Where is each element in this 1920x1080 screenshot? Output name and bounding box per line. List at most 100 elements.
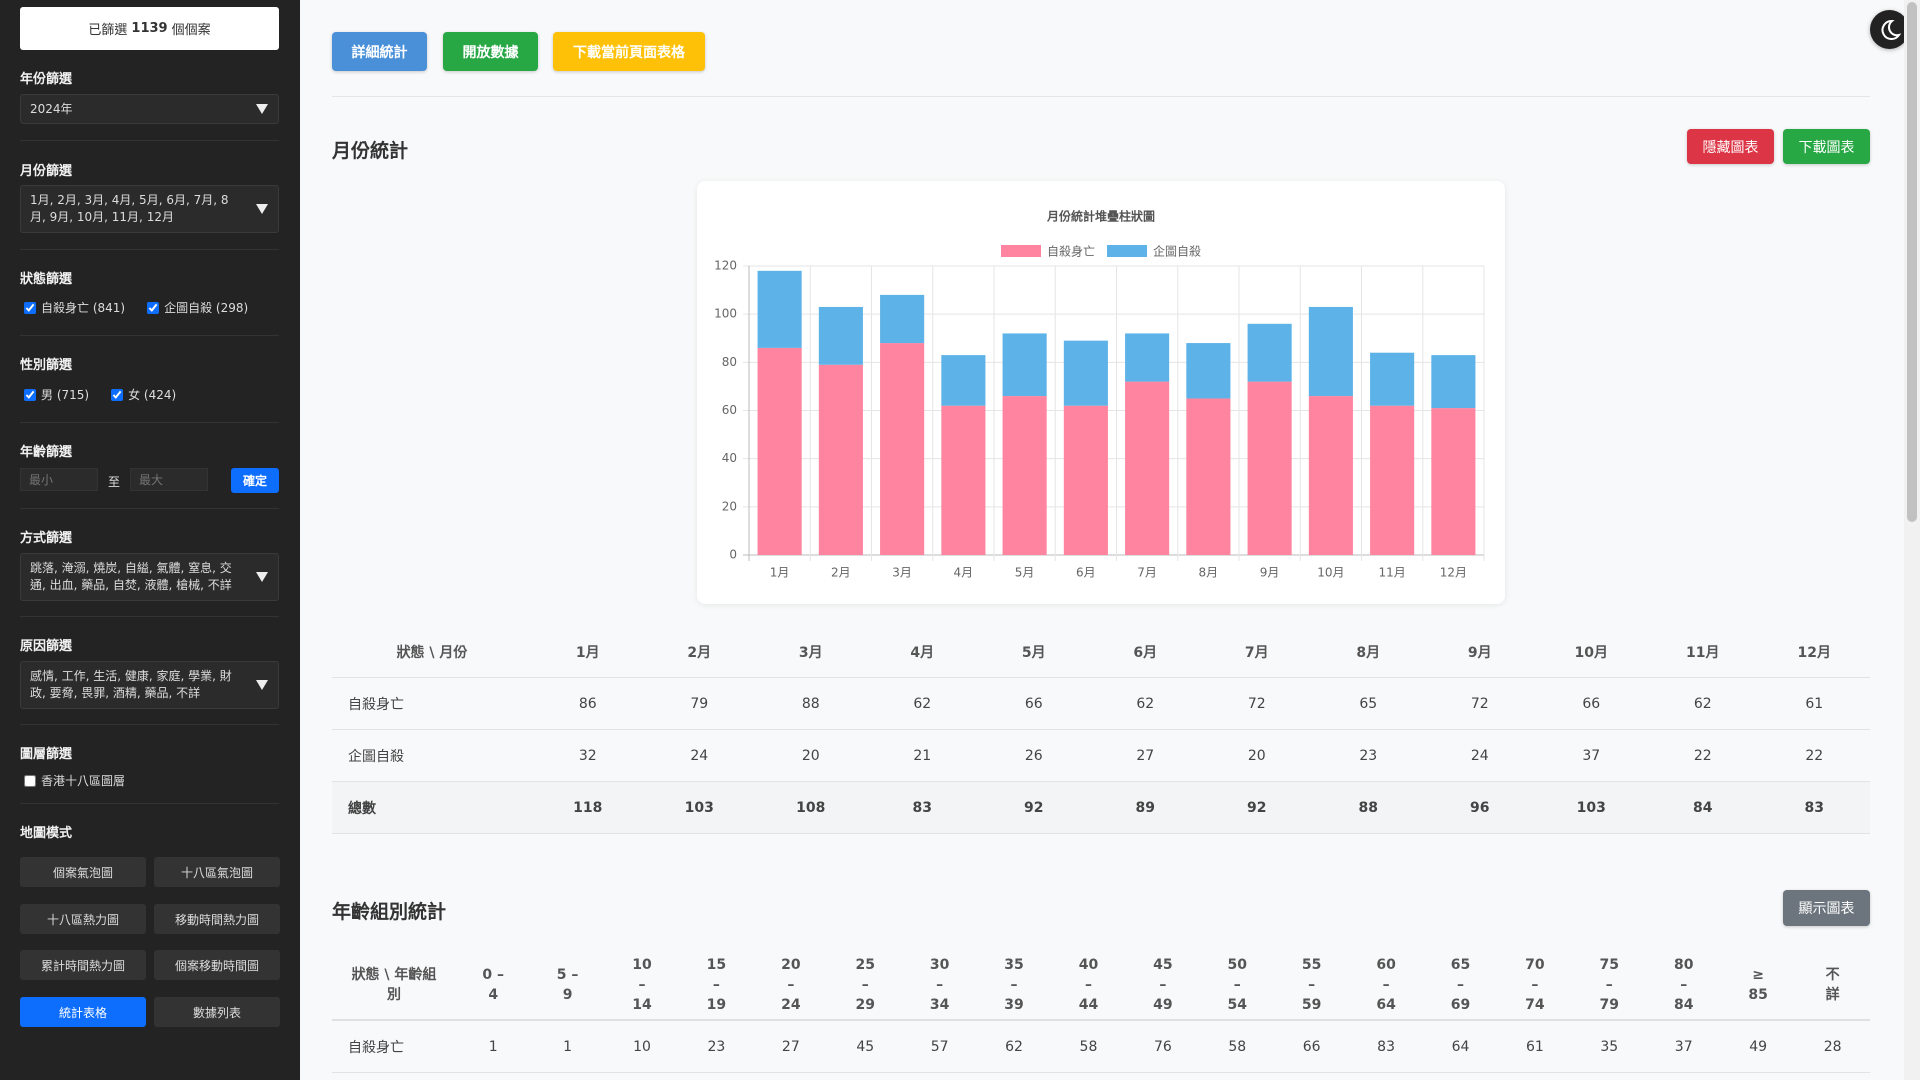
table-cell: 72	[1201, 677, 1313, 730]
month-select[interactable]: 1月, 2月, 3月, 4月, 5月, 6月, 7月, 8月, 9月, 10月,…	[20, 185, 279, 233]
divider	[20, 422, 279, 423]
method-select[interactable]: 跳落, 淹溺, 燒炭, 自縊, 氣體, 窒息, 交通, 出血, 藥品, 自焚, …	[20, 553, 279, 601]
bar-segment	[1002, 333, 1047, 397]
table-cell: 72	[1424, 677, 1536, 730]
table-corner: 狀態 \ 年齡組別	[332, 951, 456, 1021]
x-tick-label: 10月	[1317, 566, 1344, 580]
age-min-input[interactable]	[20, 468, 98, 491]
scrollbar-thumb[interactable]	[1907, 2, 1917, 522]
table-cell: 49	[1720, 1020, 1796, 1073]
legend-label: 企圖自殺	[1153, 244, 1201, 259]
status-checkbox[interactable]	[147, 301, 160, 314]
column-header: 7月	[1201, 626, 1313, 678]
age-title: 年齡組別統計	[332, 901, 447, 923]
table-cell: 21	[866, 729, 978, 782]
total-row: 總數 118 103 108 83 92 89 92 88 96 103 84 83	[332, 781, 1870, 834]
map-mode-button[interactable]: 十八區熱力圖	[20, 904, 146, 934]
x-tick-label: 6月	[1076, 566, 1096, 580]
layer-checkbox[interactable]	[24, 774, 36, 787]
row-label: 總數	[332, 781, 532, 834]
detail-stats-button[interactable]: 詳細統計	[332, 32, 427, 71]
bar-segment	[1247, 323, 1292, 382]
bar-segment	[941, 405, 986, 555]
download-table-button[interactable]: 下載當前頁面表格	[553, 32, 705, 71]
table-cell: 57	[902, 1020, 977, 1073]
scrollbar[interactable]	[1904, 0, 1920, 1080]
column-header: 12月	[1758, 626, 1870, 678]
status-options: 自殺身亡 (841) 企圖自殺 (298)	[24, 299, 248, 316]
status-checkbox[interactable]	[24, 301, 36, 314]
table-cell: 83	[1348, 1020, 1424, 1073]
sidebar: 已篩選 1139 個個案 年份篩選 2024年 月份篩選 1月, 2月, 3月, 4…	[0, 0, 300, 1080]
column-header: 1月	[532, 626, 644, 678]
status-option[interactable]: 自殺身亡 (841)	[24, 299, 125, 316]
gender-option-text: 男 (715)	[41, 388, 90, 402]
layer-option-text: 香港十八區圖層	[41, 774, 126, 788]
table-cell: 20	[755, 729, 867, 782]
gender-option[interactable]: 女 (424)	[111, 386, 176, 403]
layer-option[interactable]: 香港十八區圖層	[24, 772, 125, 789]
x-tick-label: 2月	[831, 566, 851, 580]
bar-segment	[1370, 405, 1415, 555]
map-mode-button[interactable]: 移動時間熱力圖	[154, 904, 280, 934]
bar-segment	[1125, 381, 1170, 555]
table-cell: 35	[1572, 1020, 1647, 1073]
bar-segment	[1186, 343, 1231, 399]
layer-options: 香港十八區圖層	[24, 772, 125, 789]
map-mode-button[interactable]: 個案移動時間圖	[154, 950, 280, 980]
map-mode-button[interactable]: 數據列表	[154, 997, 280, 1027]
reason-value: 感情, 工作, 生活, 健康, 家庭, 學業, 財政, 要脅, 畏罪, 酒精, …	[30, 669, 232, 700]
gender-checkbox[interactable]	[24, 388, 36, 401]
column-header: 50 – 54	[1200, 951, 1275, 1021]
table-cell: 45	[828, 1020, 903, 1073]
table-cell: 103	[643, 781, 755, 834]
table-cell: 1	[530, 1020, 605, 1073]
monthly-title: 月份統計	[332, 140, 409, 162]
table-cell: 88	[755, 677, 867, 730]
age-confirm-button[interactable]: 確定	[231, 468, 279, 493]
table-cell: 61	[1497, 1020, 1573, 1073]
map-mode-button[interactable]: 累計時間熱力圖	[20, 950, 146, 980]
status-option[interactable]: 企圖自殺 (298)	[147, 299, 248, 316]
table-cell: 26	[978, 729, 1090, 782]
bar-segment	[1247, 381, 1292, 555]
table-cell: 22	[1758, 729, 1870, 782]
table-cell: 37	[1535, 729, 1647, 782]
column-header: 20 – 24	[753, 951, 829, 1021]
age-max-input[interactable]	[130, 468, 208, 491]
table-cell: 86	[532, 677, 644, 730]
column-header: 8月	[1312, 626, 1424, 678]
gender-option[interactable]: 男 (715)	[24, 386, 89, 403]
column-header: 5月	[978, 626, 1090, 678]
bar-segment	[880, 343, 925, 555]
reason-select[interactable]: 感情, 工作, 生活, 健康, 家庭, 學業, 財政, 要脅, 畏罪, 酒精, …	[20, 661, 279, 709]
table-cell: 62	[1647, 677, 1759, 730]
bar-segment	[880, 294, 925, 344]
column-header: 4月	[866, 626, 978, 678]
table-cell: 92	[1201, 781, 1313, 834]
y-tick-label: 100	[714, 307, 737, 321]
year-select[interactable]: 2024年	[20, 94, 279, 124]
column-header: 40 – 44	[1051, 951, 1126, 1021]
map-mode-button[interactable]: 統計表格	[20, 997, 146, 1027]
map-mode-button[interactable]: 十八區氣泡圖	[154, 857, 280, 887]
map-mode-button[interactable]: 個案氣泡圖	[20, 857, 146, 887]
hide-chart-button[interactable]: 隱藏圖表	[1687, 129, 1774, 164]
table-corner: 狀態 \ 月份	[332, 626, 532, 678]
legend-swatch	[1107, 245, 1148, 257]
x-tick-label: 7月	[1137, 566, 1157, 580]
download-chart-button[interactable]: 下載圖表	[1783, 129, 1870, 164]
row-label: 自殺身亡	[332, 677, 532, 730]
table-cell: 27	[753, 1020, 829, 1073]
open-data-button[interactable]: 開放數據	[443, 32, 538, 71]
gender-checkbox[interactable]	[111, 388, 124, 401]
month-value: 1月, 2月, 3月, 4月, 5月, 6月, 7月, 8月, 9月, 10月,…	[30, 193, 229, 224]
dark-mode-toggle[interactable]	[1870, 10, 1909, 49]
table-cell: 22	[1647, 729, 1759, 782]
divider	[20, 140, 279, 141]
column-header: 60 – 64	[1348, 951, 1424, 1021]
divider	[20, 616, 279, 617]
show-chart-button[interactable]: 顯示圖表	[1783, 890, 1870, 926]
table-cell: 76	[1125, 1020, 1201, 1073]
